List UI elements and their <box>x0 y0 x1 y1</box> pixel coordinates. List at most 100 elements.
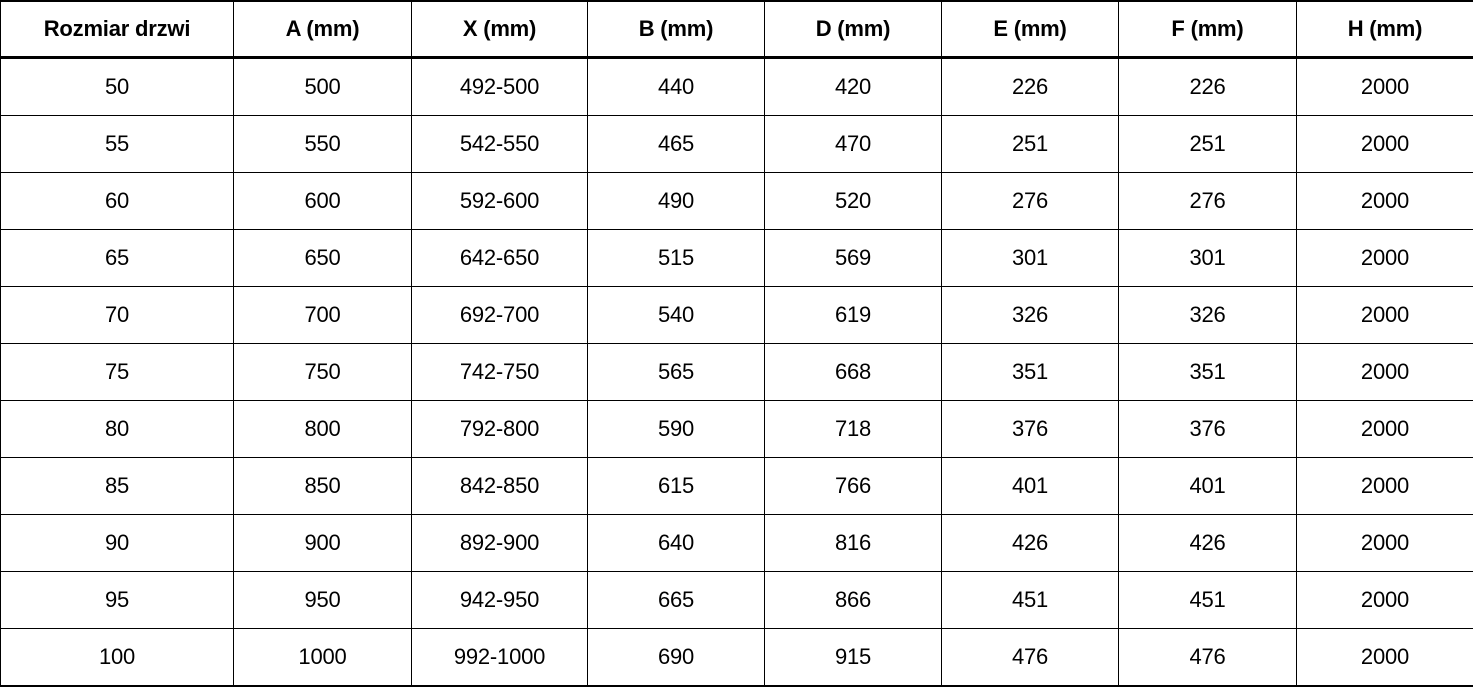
cell-value: 470 <box>765 116 942 173</box>
cell-value: 351 <box>942 344 1119 401</box>
cell-value: 2000 <box>1297 116 1473 173</box>
column-header-5: E (mm) <box>942 1 1119 58</box>
cell-door-size: 90 <box>1 515 234 572</box>
cell-value: 690 <box>588 629 765 687</box>
cell-value: 2000 <box>1297 572 1473 629</box>
cell-value: 426 <box>942 515 1119 572</box>
cell-door-size: 95 <box>1 572 234 629</box>
cell-value: 600 <box>234 173 412 230</box>
column-header-2: X (mm) <box>412 1 588 58</box>
cell-value: 718 <box>765 401 942 458</box>
cell-door-size: 70 <box>1 287 234 344</box>
cell-value: 550 <box>234 116 412 173</box>
column-header-3: B (mm) <box>588 1 765 58</box>
column-header-7: H (mm) <box>1297 1 1473 58</box>
cell-value: 465 <box>588 116 765 173</box>
cell-value: 700 <box>234 287 412 344</box>
cell-value: 542-550 <box>412 116 588 173</box>
cell-door-size: 50 <box>1 58 234 116</box>
cell-value: 942-950 <box>412 572 588 629</box>
cell-value: 301 <box>942 230 1119 287</box>
cell-value: 692-700 <box>412 287 588 344</box>
cell-value: 2000 <box>1297 287 1473 344</box>
cell-door-size: 60 <box>1 173 234 230</box>
column-header-4: D (mm) <box>765 1 942 58</box>
cell-value: 451 <box>942 572 1119 629</box>
cell-value: 251 <box>1119 116 1297 173</box>
cell-value: 792-800 <box>412 401 588 458</box>
cell-value: 351 <box>1119 344 1297 401</box>
cell-value: 766 <box>765 458 942 515</box>
cell-door-size: 100 <box>1 629 234 687</box>
cell-value: 615 <box>588 458 765 515</box>
cell-value: 2000 <box>1297 230 1473 287</box>
cell-value: 915 <box>765 629 942 687</box>
cell-value: 842-850 <box>412 458 588 515</box>
cell-value: 326 <box>1119 287 1297 344</box>
cell-value: 590 <box>588 401 765 458</box>
cell-value: 401 <box>942 458 1119 515</box>
cell-value: 850 <box>234 458 412 515</box>
cell-value: 2000 <box>1297 458 1473 515</box>
cell-value: 376 <box>1119 401 1297 458</box>
cell-value: 515 <box>588 230 765 287</box>
cell-value: 226 <box>1119 58 1297 116</box>
cell-value: 2000 <box>1297 401 1473 458</box>
column-header-1: A (mm) <box>234 1 412 58</box>
cell-door-size: 85 <box>1 458 234 515</box>
cell-value: 866 <box>765 572 942 629</box>
cell-value: 426 <box>1119 515 1297 572</box>
column-header-6: F (mm) <box>1119 1 1297 58</box>
cell-value: 401 <box>1119 458 1297 515</box>
cell-value: 816 <box>765 515 942 572</box>
cell-value: 650 <box>234 230 412 287</box>
cell-value: 276 <box>942 173 1119 230</box>
cell-value: 2000 <box>1297 515 1473 572</box>
cell-value: 800 <box>234 401 412 458</box>
cell-value: 619 <box>765 287 942 344</box>
cell-value: 451 <box>1119 572 1297 629</box>
cell-value: 476 <box>1119 629 1297 687</box>
cell-value: 665 <box>588 572 765 629</box>
cell-value: 326 <box>942 287 1119 344</box>
cell-value: 569 <box>765 230 942 287</box>
cell-value: 992-1000 <box>412 629 588 687</box>
cell-value: 742-750 <box>412 344 588 401</box>
cell-value: 251 <box>942 116 1119 173</box>
cell-value: 520 <box>765 173 942 230</box>
cell-door-size: 80 <box>1 401 234 458</box>
cell-value: 301 <box>1119 230 1297 287</box>
cell-value: 500 <box>234 58 412 116</box>
cell-value: 420 <box>765 58 942 116</box>
cell-value: 750 <box>234 344 412 401</box>
cell-value: 892-900 <box>412 515 588 572</box>
cell-door-size: 55 <box>1 116 234 173</box>
cell-value: 592-600 <box>412 173 588 230</box>
cell-value: 1000 <box>234 629 412 687</box>
cell-value: 2000 <box>1297 173 1473 230</box>
cell-value: 640 <box>588 515 765 572</box>
cell-value: 492-500 <box>412 58 588 116</box>
cell-value: 2000 <box>1297 629 1473 687</box>
cell-value: 2000 <box>1297 344 1473 401</box>
cell-value: 440 <box>588 58 765 116</box>
cell-value: 226 <box>942 58 1119 116</box>
cell-value: 376 <box>942 401 1119 458</box>
cell-value: 642-650 <box>412 230 588 287</box>
cell-value: 900 <box>234 515 412 572</box>
cell-value: 276 <box>1119 173 1297 230</box>
cell-value: 565 <box>588 344 765 401</box>
cell-value: 950 <box>234 572 412 629</box>
